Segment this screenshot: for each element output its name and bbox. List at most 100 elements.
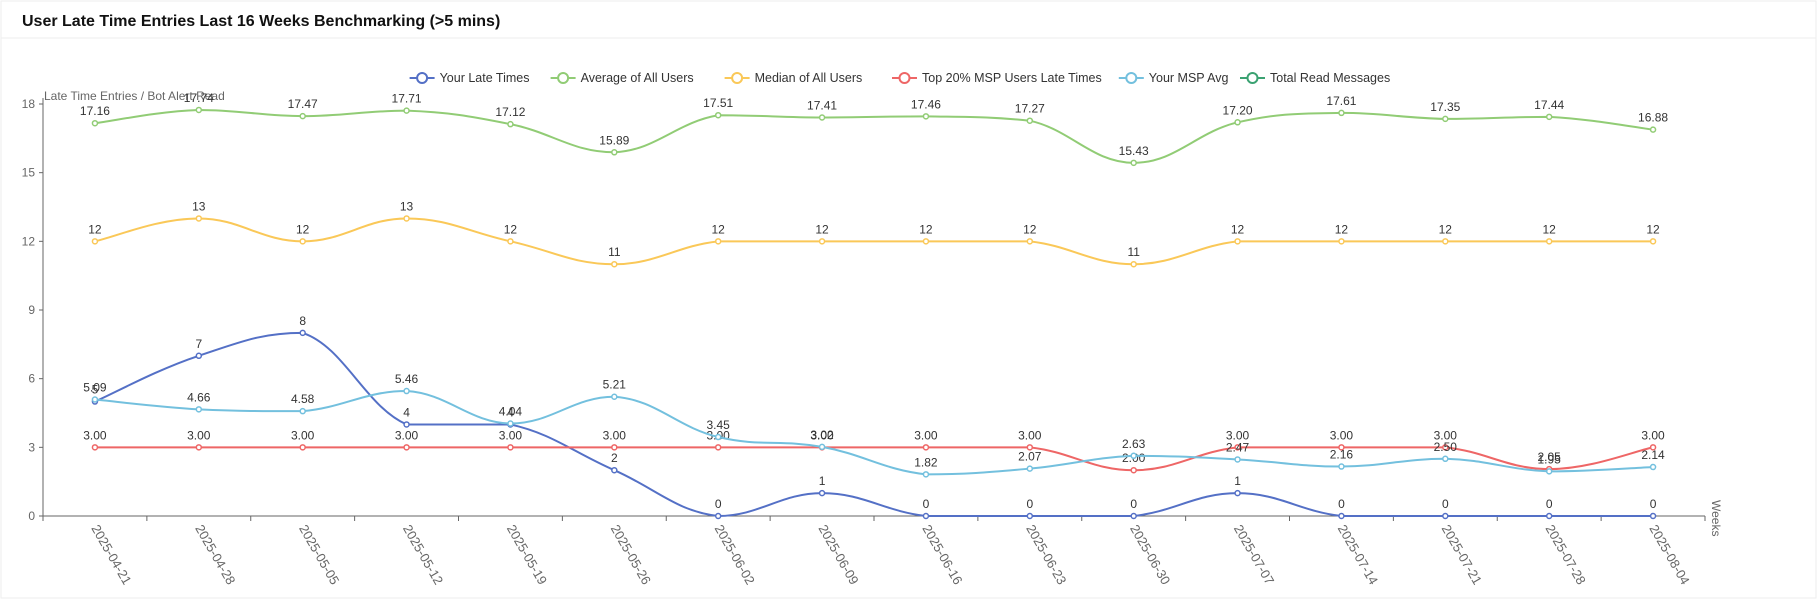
data-label: 2.63 [1122, 437, 1146, 451]
data-point [403, 107, 410, 114]
chart-title: User Late Time Entries Last 16 Weeks Ben… [22, 13, 500, 30]
data-label: 17.46 [911, 97, 941, 111]
data-label: 3.00 [603, 428, 627, 442]
data-point [91, 119, 99, 127]
data-label: 12 [88, 222, 102, 236]
data-point [922, 113, 930, 120]
data-point [299, 444, 306, 451]
data-point [1130, 452, 1137, 460]
data-point [1026, 444, 1034, 451]
data-label: 12 [504, 222, 518, 236]
data-label: 1.95 [1538, 452, 1562, 466]
data-label: 15.89 [599, 133, 629, 147]
data-point [1338, 512, 1345, 520]
legend-item[interactable]: Top 20% MSP Users Late Times [892, 71, 1102, 85]
data-point [1026, 238, 1034, 245]
data-label: 12 [919, 222, 933, 236]
data-label: 1.82 [914, 455, 938, 469]
data-point [403, 444, 410, 451]
data-label: 16.88 [1638, 111, 1668, 125]
data-point [1026, 117, 1034, 124]
data-point [1130, 159, 1137, 167]
data-point [818, 443, 826, 451]
legend-item[interactable]: Your Late Times [409, 71, 530, 85]
data-label: 1 [1234, 474, 1241, 488]
data-label: 17.16 [80, 104, 110, 118]
legend-label: Your MSP Avg [1149, 71, 1229, 85]
legend-item[interactable]: Your MSP Avg [1118, 71, 1229, 85]
data-label: 13 [400, 199, 414, 213]
legend-swatch [557, 72, 570, 84]
x-axis-label: Weeks [1709, 500, 1723, 536]
data-point [1338, 444, 1345, 451]
data-label: 12 [1023, 222, 1037, 236]
data-label: 3.00 [1641, 428, 1665, 442]
legend-item[interactable]: Median of All Users [724, 71, 863, 85]
data-label: 2 [611, 451, 618, 465]
legend-swatch [1246, 72, 1259, 84]
y-tick-label: 18 [22, 97, 36, 111]
legend-label: Average of All Users [581, 71, 694, 85]
data-label: 5.46 [395, 372, 419, 386]
data-label: 3.00 [1226, 428, 1250, 442]
data-point [507, 238, 514, 245]
data-point [1026, 465, 1034, 472]
data-label: 2.16 [1330, 448, 1354, 462]
y-tick-label: 15 [22, 166, 36, 180]
data-label: 0 [1026, 497, 1033, 511]
data-point [1545, 468, 1553, 475]
data-label: 2.07 [1018, 450, 1042, 464]
legend-swatch [898, 72, 911, 84]
data-label: 15.43 [1119, 144, 1149, 158]
legend-swatch [416, 72, 429, 84]
data-point [1234, 456, 1241, 463]
y-tick-label: 3 [28, 440, 35, 454]
data-label: 3.00 [1330, 428, 1354, 442]
data-label: 0 [923, 497, 930, 511]
data-label: 3.00 [1434, 428, 1458, 442]
data-point [1338, 463, 1345, 470]
data-label: 8 [299, 314, 306, 328]
data-label: 0 [1130, 497, 1137, 511]
legend-item[interactable]: Total Read Messages [1240, 71, 1390, 85]
data-label: 4 [507, 405, 514, 419]
data-label: 3.02 [810, 428, 834, 442]
data-point [818, 114, 826, 121]
data-label: 3.00 [187, 428, 211, 442]
data-label: 3.00 [291, 428, 315, 442]
data-point [299, 238, 306, 245]
data-label: 12 [296, 222, 310, 236]
legend-swatch [1125, 72, 1138, 84]
data-point [1338, 109, 1345, 117]
data-label: 3.00 [83, 428, 107, 442]
data-label: 17.12 [495, 105, 525, 119]
data-point [714, 444, 722, 451]
legend-item[interactable]: Average of All Users [550, 71, 694, 85]
data-point [1442, 444, 1449, 451]
data-point [1234, 238, 1241, 245]
data-label: 5.09 [83, 380, 107, 394]
data-label: 4.04 [499, 405, 523, 419]
y-tick-label: 6 [28, 372, 35, 386]
data-label: 17.41 [807, 99, 837, 113]
data-point [1234, 119, 1241, 126]
data-point [611, 393, 618, 400]
data-label: 3.00 [395, 428, 419, 442]
data-point [1442, 238, 1449, 245]
data-point [611, 149, 618, 156]
data-label: 0 [1442, 497, 1449, 511]
data-point [1026, 512, 1034, 520]
data-label: 17.20 [1223, 103, 1253, 117]
series-line [94, 108, 1654, 164]
data-point [1234, 489, 1241, 497]
data-label: 0 [1650, 497, 1657, 511]
data-point [403, 215, 410, 222]
legend-label: Total Read Messages [1270, 71, 1390, 85]
y-tick-label: 9 [28, 303, 35, 317]
data-label: 13 [192, 199, 206, 213]
data-point [195, 406, 203, 413]
data-label: 3.45 [707, 418, 731, 432]
data-point [299, 407, 306, 415]
